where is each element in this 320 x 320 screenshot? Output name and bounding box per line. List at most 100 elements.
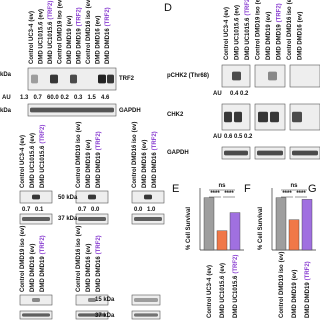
lane-tag: (TRF2) xyxy=(77,7,83,26)
lane-label: Control DMD16 iso (ev) xyxy=(287,0,293,60)
lane-name: DMD DMD19 xyxy=(30,256,36,292)
significance: **** xyxy=(210,191,220,197)
lane-label: DMD DMD19 (TRF2) xyxy=(77,7,83,64)
protein-label: GAPDH xyxy=(167,150,189,156)
au-value: 0.6 xyxy=(224,134,233,140)
band xyxy=(144,194,152,200)
kda-marker: 37 kDa xyxy=(95,313,115,319)
lane-name: Control UC3-4 xyxy=(224,19,230,60)
lane-tag: (ev) xyxy=(220,263,226,274)
lane-name: DMD DMD19 xyxy=(40,256,46,292)
panel-letter: D xyxy=(164,2,172,14)
lane-tag: (ev) xyxy=(30,244,36,255)
lane-label: Control DMD19 iso(ev) xyxy=(256,0,262,60)
lane-tag: (TRF2) xyxy=(48,1,54,20)
lane-label: Control UC3-4(ev) xyxy=(29,11,35,64)
lane-name: DMD DMD19 xyxy=(266,24,272,60)
bar xyxy=(301,199,313,251)
lane-tag: (ev) xyxy=(132,122,138,133)
au-label: AU xyxy=(213,134,222,140)
lane-label: DMD DMD19(ev) xyxy=(67,16,73,64)
lane-label: DMD DMD16(ev) xyxy=(142,140,148,188)
y-axis-label: % Cell Survival xyxy=(186,207,192,250)
lane-name: Control DMD16 iso xyxy=(86,10,92,64)
lane-name: DMD UC1015.6 xyxy=(233,275,239,318)
significance: **** xyxy=(296,191,306,197)
lane-tag: (ev) xyxy=(287,0,293,4)
lane-name: DMD UC1015.6 xyxy=(40,145,46,188)
band xyxy=(30,107,114,113)
band xyxy=(88,298,96,302)
lane-tag: (ev) xyxy=(76,226,82,237)
au-value: 4.6 xyxy=(101,95,110,101)
lane-label: Control DMD19 iso(ev) xyxy=(20,226,26,292)
lane-tag: (TRF2) xyxy=(40,125,46,144)
bar xyxy=(216,230,228,251)
band xyxy=(292,150,318,156)
lane-name: DMD UC1015.6 xyxy=(220,275,226,318)
lane-tag: (ev) xyxy=(20,226,26,237)
panel-letter: F xyxy=(244,183,251,195)
significance: ns xyxy=(218,183,226,189)
lane-tag: (TRF2) xyxy=(96,235,102,254)
panel-letter: G xyxy=(308,183,317,195)
protein-label: TRF2 xyxy=(119,76,135,82)
au-label: AU xyxy=(213,91,222,97)
lane-name: DMD UC1015.6 xyxy=(30,145,36,188)
lane-tag: (ev) xyxy=(207,265,213,276)
band xyxy=(292,111,302,123)
lane-tag: (TRF2) xyxy=(105,7,111,26)
lane-tag: (ev) xyxy=(224,7,230,18)
band xyxy=(32,298,40,302)
lane-tag: (TRF2) xyxy=(233,255,239,274)
band xyxy=(224,111,232,123)
lane-tag: (ev) xyxy=(235,5,241,16)
au-value: 0.5 xyxy=(234,134,243,140)
lane-tag: (ev) xyxy=(20,135,26,146)
lane-name: DMD DMD19 xyxy=(67,28,73,64)
lane-label: Control DMD19 iso(ev) xyxy=(58,0,64,64)
lane-tag: (ev) xyxy=(279,252,285,263)
au-value: 0.2 xyxy=(61,95,70,101)
lane-tag: (ev) xyxy=(76,122,82,133)
lane-name: Control DMD19 iso xyxy=(256,6,262,60)
blot xyxy=(289,64,320,88)
lane-label: DMD DMD19(ev) xyxy=(292,270,298,318)
bar xyxy=(229,212,241,251)
lane-label: DMD UC1015.6(TRF2) xyxy=(40,125,46,188)
band xyxy=(257,150,283,156)
band xyxy=(107,74,114,84)
lane-name: DMD UC1015.6 xyxy=(245,17,251,60)
band xyxy=(258,111,268,123)
lane-name: DMD UC1015.6 xyxy=(48,21,54,64)
lane-label: Control UC3-4(ev) xyxy=(20,135,26,188)
lane-name: Control DMD19 iso xyxy=(76,134,82,188)
kda-marker: 37 kDa xyxy=(58,216,78,222)
lane-label: DMD UC1015.6(ev) xyxy=(39,9,45,64)
lane-label: Control UC3-4(ev) xyxy=(207,265,213,318)
lane-name: Control UC3-4 xyxy=(207,277,213,318)
band xyxy=(22,217,50,221)
lane-name: DMD UC1015.6 xyxy=(235,17,241,60)
lane-name: Control DMD19 iso xyxy=(58,10,64,64)
lane-name: DMD DMD16 xyxy=(142,152,148,188)
kda-label: kDa xyxy=(0,72,12,78)
lane-tag: (TRF2) xyxy=(96,131,102,150)
lane-tag: (ev) xyxy=(298,12,304,23)
band xyxy=(98,74,106,84)
au-label: AU xyxy=(2,95,11,101)
lane-name: Control DMD19 iso xyxy=(20,238,26,292)
band xyxy=(78,313,106,317)
significance: **** xyxy=(282,191,292,197)
lane-tag: (ev) xyxy=(86,244,92,255)
lane-label: DMD DMD19 (TRF2) xyxy=(305,261,311,318)
lane-name: DMD DMD19 xyxy=(292,282,298,318)
band xyxy=(134,217,162,221)
band xyxy=(224,150,248,156)
band xyxy=(134,298,158,302)
lane-name: DMD DMD19 xyxy=(96,152,102,188)
lane-name: DMD DMD16 xyxy=(105,28,111,64)
au-value: 60.0 xyxy=(47,95,59,101)
band xyxy=(234,111,242,123)
